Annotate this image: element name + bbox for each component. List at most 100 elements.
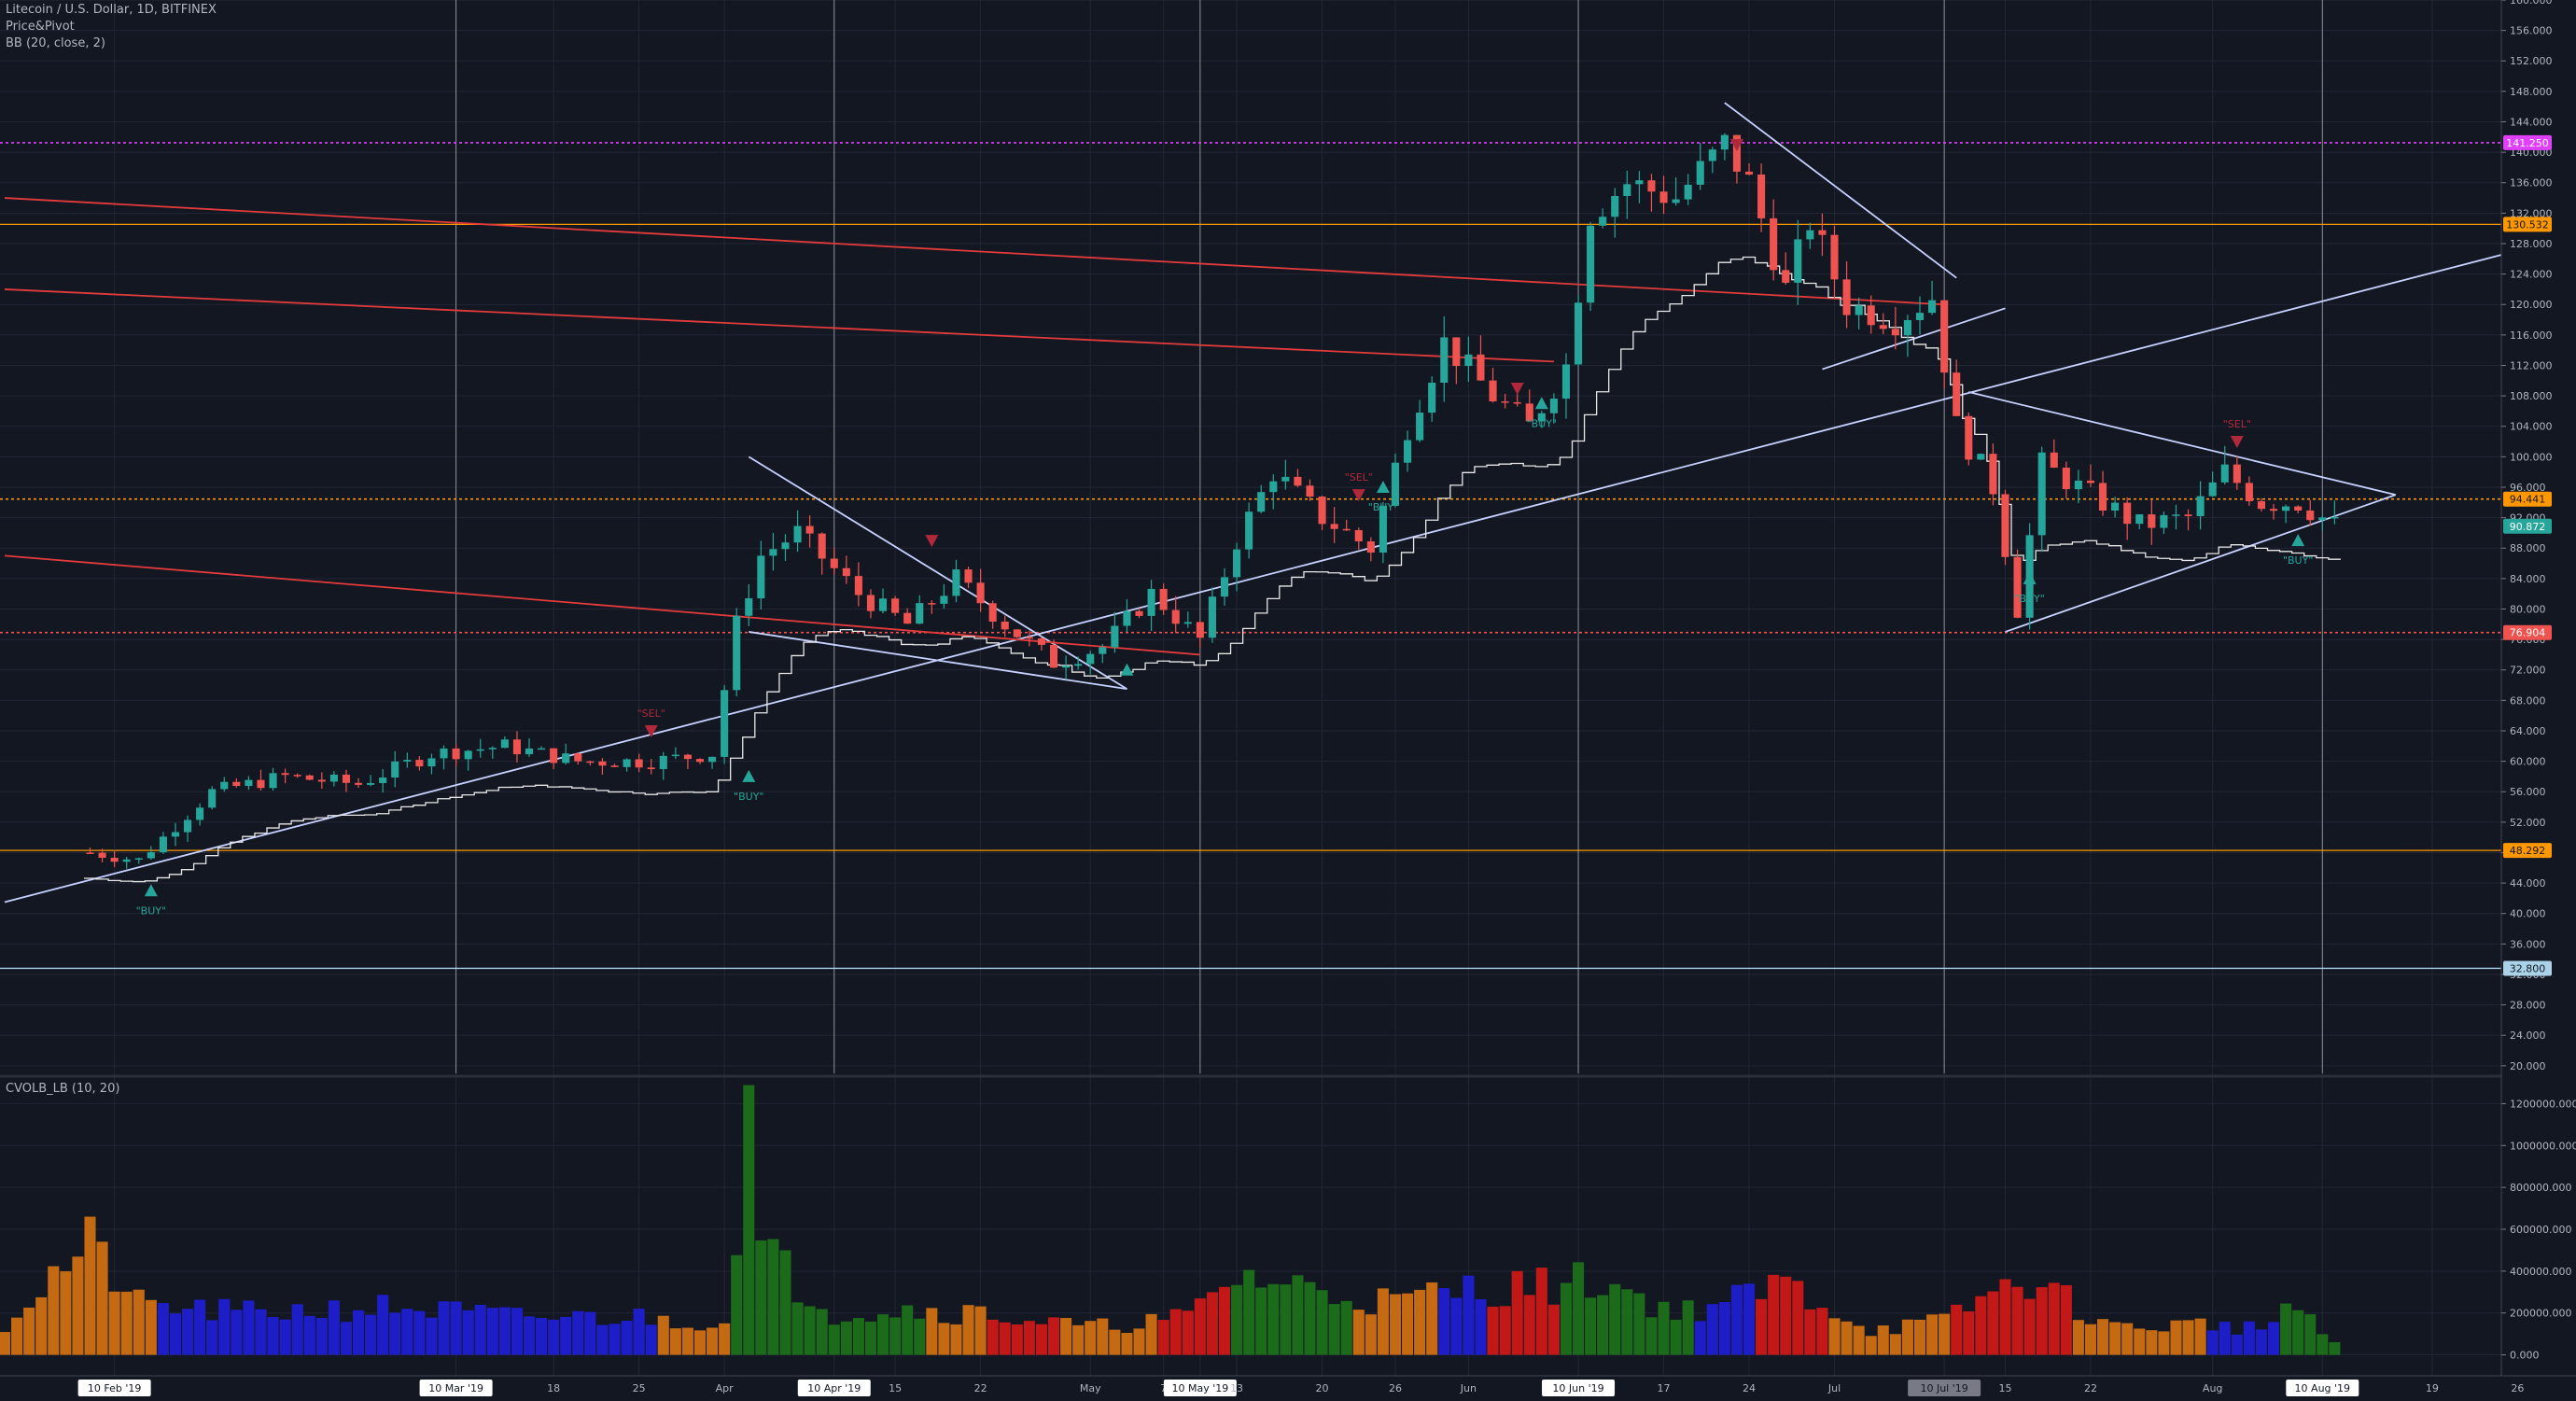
candle-body: [183, 820, 192, 833]
candle: [1379, 501, 1387, 564]
candle-body: [1561, 364, 1571, 399]
candle: [1561, 353, 1571, 419]
level-price-badge: [2503, 518, 2552, 534]
volume-bar: [560, 1316, 572, 1355]
time-label-text: 10 Jun '19: [1552, 1382, 1603, 1394]
candle: [1049, 639, 1058, 668]
volume-bar: [999, 1322, 1011, 1355]
trendline: [748, 455, 1127, 690]
time-label-badge: [419, 1380, 493, 1396]
volume-bar: [693, 1330, 707, 1355]
candle: [1013, 628, 1021, 638]
volume-bar: [426, 1317, 438, 1355]
candle-body: [1696, 161, 1704, 185]
candle-body: [2098, 483, 2107, 511]
volume-bar: [1426, 1282, 1438, 1355]
sell-signal: "SEL": [2223, 418, 2251, 449]
candle-body: [2318, 517, 2327, 521]
candle: [1965, 413, 1973, 466]
candle-body: [1123, 610, 1131, 626]
candle-body: [1025, 637, 1033, 639]
volume-bar: [1547, 1304, 1560, 1355]
time-label-text: Jul: [1827, 1382, 1841, 1394]
candle-body: [208, 789, 217, 808]
volume-bar: [536, 1318, 548, 1355]
level-price-badge: [2503, 491, 2552, 507]
volume-bar: [2072, 1320, 2084, 1355]
sell-arrow: [1510, 382, 1524, 395]
candle-body: [2331, 516, 2339, 519]
volume-bar: [315, 1318, 328, 1355]
candle: [1208, 587, 1216, 643]
volume-bar: [1499, 1306, 1511, 1355]
volume-bar: [328, 1300, 340, 1355]
candle-body: [1464, 354, 1473, 367]
indicator-cvolb[interactable]: CVOLB_LB (10, 20): [6, 1082, 120, 1096]
time-label-text: May: [1080, 1382, 1101, 1394]
candle-body: [757, 555, 765, 599]
candle: [721, 684, 729, 764]
time-axis-label: Aug: [2203, 1382, 2222, 1394]
volume-bar: [731, 1254, 743, 1355]
volume-bar: [1535, 1268, 1547, 1355]
symbol-title[interactable]: Litecoin / U.S. Dollar, 1D, BITFINEX: [6, 3, 217, 17]
price-axis-label: 36.000: [2510, 938, 2546, 950]
level-price-badge: [2503, 134, 2552, 150]
volume-bar: [743, 1085, 755, 1355]
candle-body: [403, 760, 412, 762]
indicator-bollinger-bands[interactable]: BB (20, close, 2): [6, 36, 105, 50]
candle-body: [1135, 610, 1143, 616]
time-axis-label: 7: [1160, 1382, 1167, 1394]
candle-body: [2208, 482, 2217, 497]
candle-body: [805, 525, 814, 534]
candle: [2148, 499, 2156, 545]
candle: [1001, 615, 1009, 637]
volume-bar: [1987, 1291, 1999, 1355]
indicator-price-pivot[interactable]: Price&Pivot: [6, 20, 75, 34]
candle: [610, 764, 619, 767]
volume-bar: [96, 1241, 108, 1355]
candle: [1416, 399, 1424, 442]
volume-bar: [401, 1309, 413, 1355]
candle-body: [1342, 528, 1351, 531]
price-axis-label: 152.000: [2510, 55, 2553, 67]
price-axis-label: 28.000: [2510, 1000, 2546, 1012]
volume-bar: [1218, 1286, 1231, 1355]
volume-bar: [1645, 1317, 1658, 1355]
candle-body: [1891, 329, 1899, 336]
volume-bar: [1889, 1334, 1901, 1355]
candle: [208, 786, 217, 810]
candle: [415, 756, 424, 771]
candle: [1989, 443, 1997, 506]
candle-body: [952, 569, 960, 596]
volume-bar: [11, 1317, 23, 1355]
candle: [598, 758, 607, 775]
trendline: [2005, 494, 2397, 633]
volume-bar: [2219, 1322, 2231, 1355]
volume-bar: [498, 1307, 511, 1355]
volume-bar: [2097, 1319, 2109, 1355]
candle-body: [257, 779, 265, 789]
candle: [1587, 221, 1595, 312]
sell-signal: "SEL": [637, 708, 665, 737]
volume-bar: [1585, 1297, 1597, 1355]
candle: [805, 515, 814, 548]
volume-bar: [1621, 1289, 1633, 1355]
candle: [988, 600, 997, 629]
volume-bar: [279, 1319, 291, 1355]
time-axis[interactable]: 10 Feb '19 10 Mar '19 18 25 Apr 10 Apr '19 15 2…: [0, 1375, 2576, 1401]
candle: [1318, 496, 1326, 530]
candle-body: [2013, 556, 2022, 618]
candle: [2196, 481, 2205, 530]
volume-bar: [194, 1299, 206, 1355]
volume-bar: [864, 1321, 877, 1355]
candle-body: [623, 759, 631, 767]
candle-body: [610, 765, 619, 767]
buy-arrow: [1376, 480, 1390, 493]
candle: [562, 743, 570, 765]
volume-bar: [2231, 1334, 2243, 1355]
volume-bar: [1901, 1319, 1913, 1355]
candle-body: [1013, 629, 1021, 637]
volume-axis[interactable]: 1200000.000 1000000.000 800000.000 600000.0…: [2501, 1098, 2576, 1362]
